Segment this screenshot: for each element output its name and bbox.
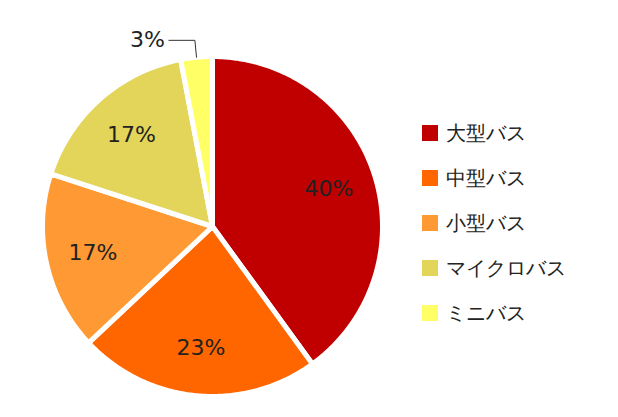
svg-text:17%: 17% bbox=[107, 122, 156, 147]
svg-text:中型バス: 中型バス bbox=[446, 166, 526, 190]
svg-text:23%: 23% bbox=[177, 335, 226, 360]
svg-text:マイクロバス: マイクロバス bbox=[446, 256, 566, 280]
svg-text:17%: 17% bbox=[69, 240, 118, 265]
svg-text:3%: 3% bbox=[130, 27, 165, 52]
svg-text:小型バス: 小型バス bbox=[446, 211, 526, 235]
svg-text:40%: 40% bbox=[304, 176, 353, 201]
svg-text:大型バス: 大型バス bbox=[446, 121, 526, 145]
svg-text:ミニバス: ミニバス bbox=[446, 301, 526, 325]
